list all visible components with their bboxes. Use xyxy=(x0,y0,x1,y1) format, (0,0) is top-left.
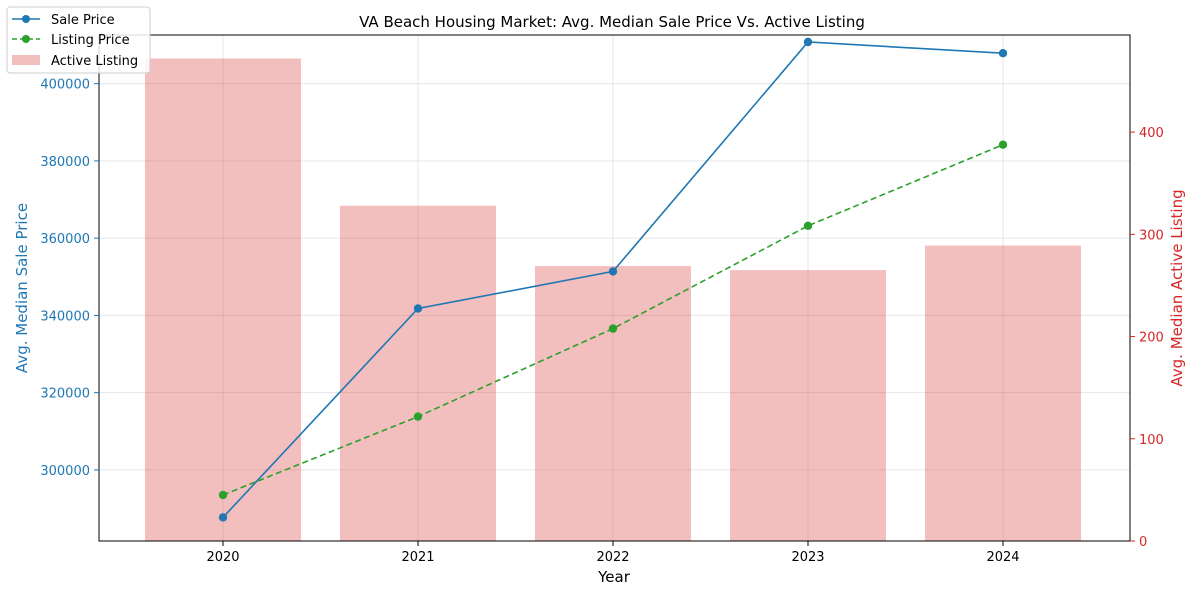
right-axis-label: Avg. Median Active Listing xyxy=(1168,189,1186,386)
x-tick-label: 2023 xyxy=(791,550,824,565)
point-sale-price xyxy=(608,267,618,276)
left-y-tick-label: 320000 xyxy=(40,387,90,402)
x-tick-label: 2021 xyxy=(401,550,434,565)
axes: 2020 2021 2022 2023 2024 300000 320000 340000 36… xyxy=(40,78,1163,565)
legend-swatch-active-listing xyxy=(12,55,40,65)
legend-label-active-listing: Active Listing xyxy=(51,54,138,69)
right-y-tick-label: 400 xyxy=(1139,126,1164,141)
right-y-tick-label: 0 xyxy=(1139,535,1147,550)
point-sale-price xyxy=(218,513,228,522)
left-y-tick-label: 400000 xyxy=(40,78,90,93)
x-tick-label: 2020 xyxy=(206,550,239,565)
plot-frame xyxy=(98,34,1131,542)
point-listing-price xyxy=(608,324,618,333)
legend-frame xyxy=(6,6,151,74)
x-axis-label: Year xyxy=(597,568,631,586)
left-axis-label: Avg. Median Sale Price xyxy=(13,203,31,373)
line-listing-price xyxy=(222,143,1004,496)
point-sale-price xyxy=(413,304,423,313)
bar-active-listing xyxy=(925,245,1081,542)
legend-marker-sale-price xyxy=(22,15,30,23)
x-tick-label: 2022 xyxy=(596,550,629,565)
left-y-tick-label: 340000 xyxy=(40,309,90,324)
bars xyxy=(145,58,1081,542)
bar-active-listing xyxy=(145,58,301,542)
legend-label-sale-price: Sale Price xyxy=(51,13,115,28)
right-y-tick-label: 200 xyxy=(1139,331,1164,346)
legend: Sale Price Listing Price Active Listing xyxy=(6,6,151,74)
x-tick-label: 2024 xyxy=(986,550,1019,565)
chart-title: VA Beach Housing Market: Avg. Median Sal… xyxy=(359,13,865,31)
point-sale-price xyxy=(803,37,813,47)
left-y-tick-label: 360000 xyxy=(40,232,90,247)
left-y-tick-label: 300000 xyxy=(40,464,90,479)
right-y-tick-label: 300 xyxy=(1139,228,1164,243)
grid xyxy=(99,35,1130,541)
point-listing-price xyxy=(998,140,1008,149)
bar-active-listing xyxy=(340,205,496,541)
legend-label-listing-price: Listing Price xyxy=(51,33,130,48)
lines xyxy=(218,37,1008,522)
point-listing-price xyxy=(803,221,813,230)
point-sale-price xyxy=(998,49,1008,58)
bar-active-listing xyxy=(730,270,886,541)
point-listing-price xyxy=(413,412,423,421)
bar-active-listing xyxy=(535,266,691,541)
point-listing-price xyxy=(218,490,228,500)
left-y-tick-label: 380000 xyxy=(40,155,90,170)
legend-marker-listing-price xyxy=(22,35,30,43)
right-y-tick-label: 100 xyxy=(1139,433,1164,448)
